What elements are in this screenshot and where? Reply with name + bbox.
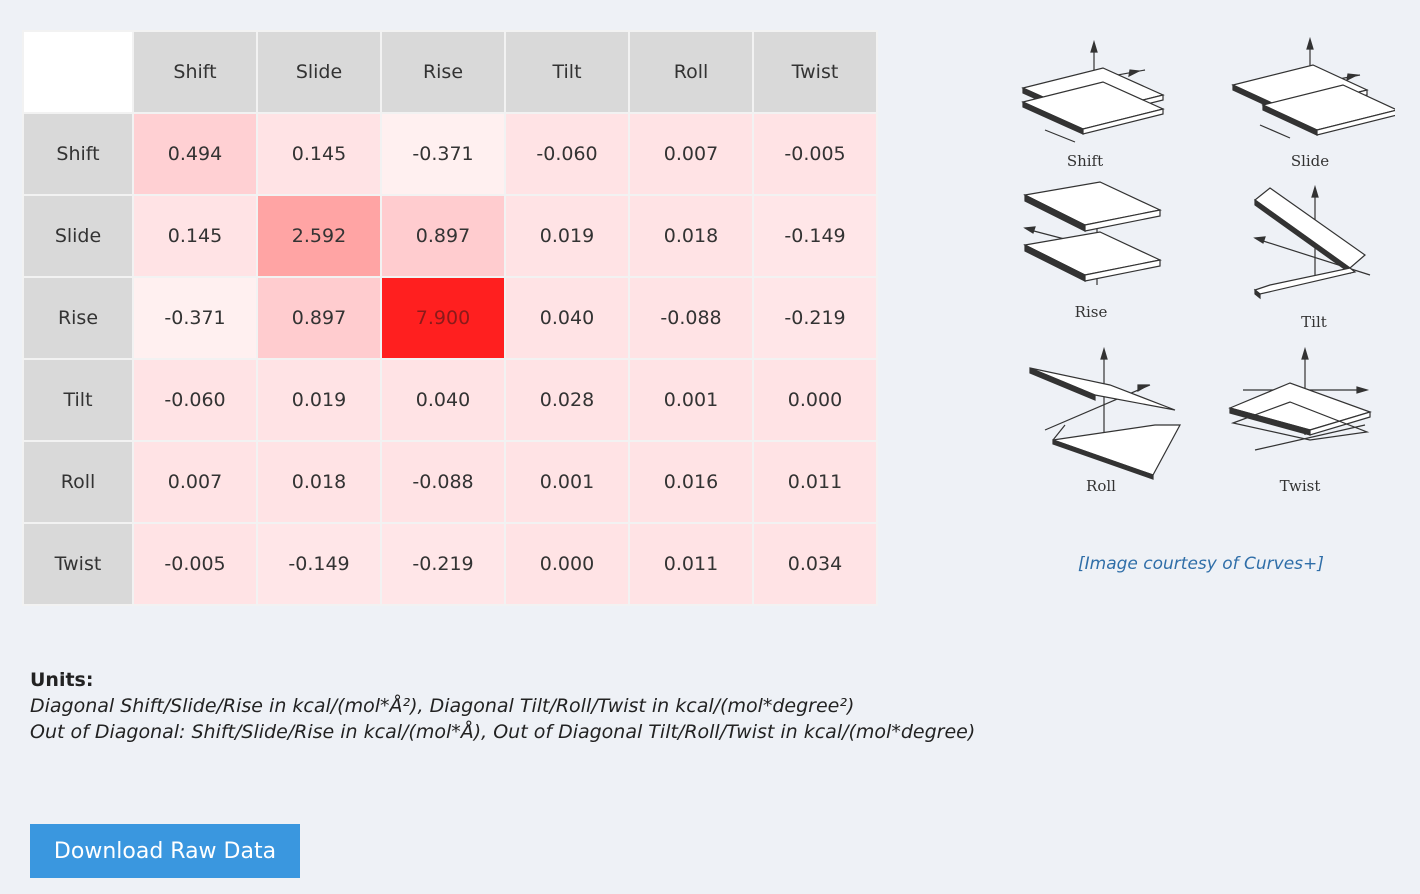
row-header-roll: Roll [22,440,134,524]
column-header-shift: Shift [132,30,258,114]
matrix-cell: 0.145 [256,112,382,196]
units-diagonal-text: Diagonal Shift/Slide/Rise in kcal/(mol*Å… [30,695,855,717]
matrix-cell: 0.011 [752,440,878,524]
table-row: Shift 0.494 0.145 -0.371 -0.060 0.007 -0… [22,112,878,196]
matrix-cell: 0.016 [628,440,754,524]
table-row: Roll 0.007 0.018 -0.088 0.001 0.016 0.01… [22,440,878,524]
matrix-cell: -0.371 [132,276,258,360]
base-step-parameters-figure: Shift Slide Rise Tilt Roll Twist [1005,30,1395,530]
matrix-cell: -0.149 [256,522,382,606]
matrix-cell: -0.371 [380,112,506,196]
matrix-cell: 0.018 [628,194,754,278]
header-row: Shift Slide Rise Tilt Roll Twist [22,30,878,114]
table-row: Rise -0.371 0.897 7.900 0.040 -0.088 -0.… [22,276,878,360]
matrix-cell: -0.060 [504,112,630,196]
matrix-cell: 0.018 [256,440,382,524]
stiffness-matrix-table: Shift Slide Rise Tilt Roll Twist Shift 0… [22,30,878,606]
matrix-cell: 0.007 [132,440,258,524]
rise-diagram [1023,181,1162,285]
row-header-twist: Twist [22,522,134,606]
download-raw-data-button[interactable]: Download Raw Data [30,824,300,878]
column-header-rise: Rise [380,30,506,114]
units-section: Units: Diagonal Shift/Slide/Rise in kcal… [30,667,975,745]
tilt-figure-label: Tilt [1301,313,1327,331]
matrix-cell: 0.001 [504,440,630,524]
shift-diagram [1021,39,1165,143]
matrix-cell: -0.005 [132,522,258,606]
units-title: Units: [30,669,94,691]
matrix-cell: -0.005 [752,112,878,196]
slide-diagram [1231,36,1395,139]
row-header-slide: Slide [22,194,134,278]
matrix-cell: 0.897 [256,276,382,360]
matrix-cell: 0.034 [752,522,878,606]
roll-figure-label: Roll [1086,477,1116,495]
row-header-rise: Rise [22,276,134,360]
matrix-cell: 0.011 [628,522,754,606]
table-row: Twist -0.005 -0.149 -0.219 0.000 0.011 0… [22,522,878,606]
matrix-cell: -0.088 [380,440,506,524]
twist-figure-label: Twist [1280,477,1321,495]
matrix-cell: -0.219 [752,276,878,360]
image-courtesy-link[interactable]: [Image courtesy of Curves+] [1078,554,1324,574]
tilt-diagram [1253,184,1371,300]
matrix-cell: -0.149 [752,194,878,278]
table-row: Tilt -0.060 0.019 0.040 0.028 0.001 0.00… [22,358,878,442]
matrix-cell: 0.000 [504,522,630,606]
twist-diagram [1228,346,1372,451]
matrix-cell: 0.145 [132,194,258,278]
roll-diagram [1029,346,1182,480]
rise-figure-label: Rise [1075,303,1108,321]
row-header-shift: Shift [22,112,134,196]
corner-cell [22,30,134,114]
matrix-cell: 0.019 [256,358,382,442]
matrix-cell: -0.088 [628,276,754,360]
matrix-cell: -0.060 [132,358,258,442]
matrix-cell: 0.001 [628,358,754,442]
matrix-cell: 7.900 [380,276,506,360]
column-header-twist: Twist [752,30,878,114]
slide-figure-label: Slide [1291,152,1329,170]
matrix-cell: -0.219 [380,522,506,606]
matrix-cell: 2.592 [256,194,382,278]
units-off-diagonal-text: Out of Diagonal: Shift/Slide/Rise in kca… [30,721,976,743]
matrix-cell: 0.040 [504,276,630,360]
matrix-cell: 0.000 [752,358,878,442]
matrix-cell: 0.494 [132,112,258,196]
row-header-tilt: Tilt [22,358,134,442]
matrix-cell: 0.897 [380,194,506,278]
shift-figure-label: Shift [1067,152,1103,170]
column-header-roll: Roll [628,30,754,114]
matrix-cell: 0.040 [380,358,506,442]
column-header-slide: Slide [256,30,382,114]
matrix-cell: 0.007 [628,112,754,196]
matrix-cell: 0.019 [504,194,630,278]
table-row: Slide 0.145 2.592 0.897 0.019 0.018 -0.1… [22,194,878,278]
matrix-cell: 0.028 [504,358,630,442]
column-header-tilt: Tilt [504,30,630,114]
